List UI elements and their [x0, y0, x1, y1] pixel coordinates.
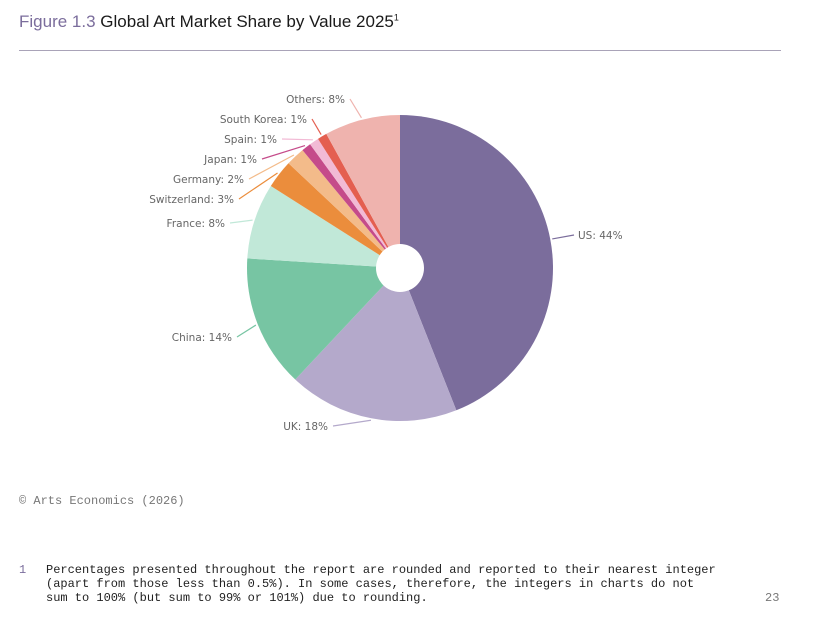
- donut-hole: [376, 244, 424, 292]
- leader-line: [311, 118, 322, 135]
- pie-slice-spain: [310, 138, 400, 268]
- slice-label: Switzerland: 3%: [149, 194, 234, 206]
- leader-line: [552, 234, 575, 240]
- pie-slice-others: [326, 115, 400, 268]
- pie-slice-france: [247, 186, 400, 268]
- pie-slice-uk: [295, 268, 457, 421]
- figure-title-text: Global Art Market Share by Value 2025: [100, 12, 394, 31]
- title-divider: [19, 50, 781, 51]
- leader-line: [229, 219, 253, 224]
- slice-label: Spain: 1%: [224, 134, 277, 146]
- slice-label: Germany: 2%: [173, 174, 244, 186]
- leader-line: [236, 324, 257, 338]
- pie-slice-south-korea: [318, 133, 400, 268]
- leader-line: [281, 138, 313, 141]
- pie-slice-germany: [288, 150, 400, 268]
- figure-number: Figure 1.3: [19, 12, 96, 31]
- slice-label: France: 8%: [167, 218, 225, 230]
- leader-line: [248, 154, 295, 180]
- slice-label: Others: 8%: [286, 94, 345, 106]
- footnote-text: Percentages presented throughout the rep…: [46, 563, 716, 605]
- page-number: 23: [765, 591, 780, 605]
- leader-line: [332, 419, 372, 427]
- source-credit: © Arts Economics (2026): [19, 494, 185, 508]
- slice-label: China: 14%: [172, 332, 232, 344]
- pie-slice-switzerland: [270, 163, 400, 268]
- leader-line: [349, 98, 362, 119]
- leader-line: [261, 144, 306, 160]
- figure-title: Figure 1.3 Global Art Market Share by Va…: [19, 12, 399, 32]
- pie-slice-japan: [302, 144, 400, 268]
- pie-slice-us: [400, 115, 554, 411]
- leader-line: [238, 172, 278, 200]
- slice-label: US: 44%: [578, 230, 623, 242]
- slice-label: South Korea: 1%: [220, 114, 307, 126]
- pie-slice-china: [246, 258, 400, 380]
- slice-label: Japan: 1%: [203, 154, 257, 166]
- footnote-ref: 1: [393, 12, 399, 23]
- slice-label: UK: 18%: [283, 421, 328, 433]
- footnote-number: 1: [19, 563, 27, 577]
